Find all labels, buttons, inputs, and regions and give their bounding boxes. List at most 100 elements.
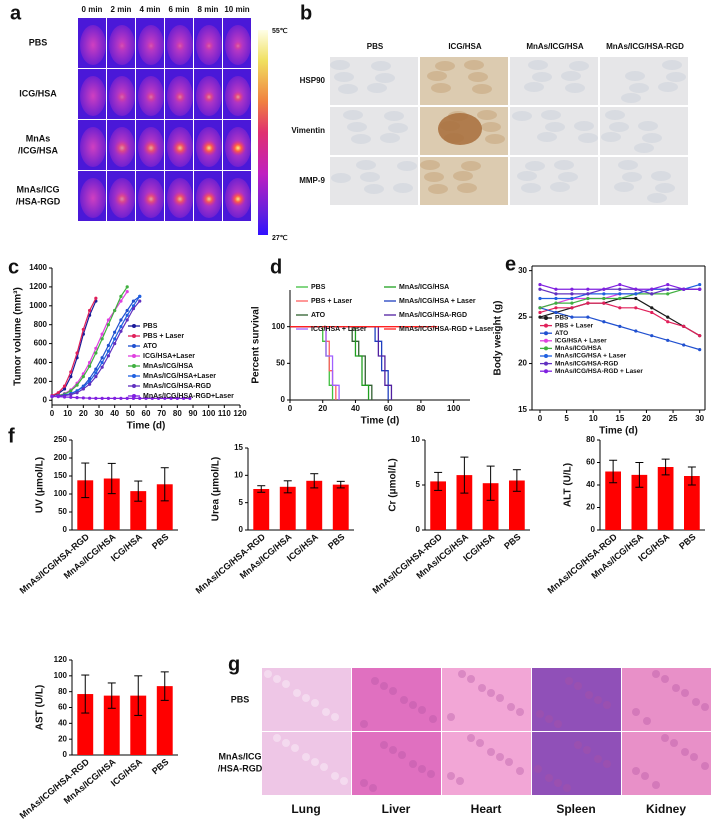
- y-tick-label: 800: [34, 320, 48, 329]
- ihc-texture: [384, 111, 404, 121]
- he-texture: [273, 675, 281, 683]
- he-image: [442, 668, 531, 731]
- he-texture: [574, 682, 582, 690]
- bar: [156, 484, 173, 530]
- ihc-texture: [621, 93, 641, 103]
- x-tick-label: PBS: [326, 532, 347, 552]
- ihc-texture: [367, 83, 387, 93]
- x-tick-label: 40: [110, 409, 119, 418]
- data-point: [88, 308, 92, 313]
- x-tick-label: 25: [669, 414, 678, 423]
- he-texture: [467, 675, 475, 683]
- legend-marker: [544, 316, 548, 320]
- bar: [332, 484, 349, 530]
- he-texture: [447, 772, 455, 780]
- data-point: [570, 306, 574, 310]
- ihc-texture: [453, 171, 473, 181]
- data-point: [62, 395, 67, 399]
- data-point: [586, 292, 590, 296]
- bar: [684, 476, 700, 530]
- he-texture: [264, 670, 272, 678]
- ihc-texture: [428, 184, 448, 194]
- thermal-spot: [232, 91, 244, 103]
- x-tick-label: 30: [95, 409, 104, 418]
- ihc-texture: [554, 160, 574, 170]
- data-point: [106, 349, 110, 353]
- data-point: [69, 370, 73, 374]
- ihc-texture: [360, 172, 380, 182]
- he-image: [442, 732, 531, 795]
- data-point: [100, 356, 104, 360]
- data-point: [119, 396, 123, 400]
- he-texture: [398, 751, 406, 759]
- thermal-spot: [175, 41, 185, 51]
- x-tick-label: PBS: [150, 757, 171, 777]
- data-point: [125, 313, 129, 317]
- he-texture: [545, 774, 553, 782]
- ihc-image: [420, 57, 508, 105]
- he-texture: [487, 689, 495, 697]
- data-point: [94, 396, 98, 400]
- legend-label: MnAs/ICG/HSA-RGD + Laser: [399, 326, 494, 333]
- panel-letter: g: [228, 653, 240, 675]
- ihc-texture: [517, 171, 537, 181]
- data-point: [554, 310, 558, 315]
- ihc-texture: [477, 110, 497, 120]
- thermal-spot: [201, 191, 217, 207]
- he-texture: [661, 734, 669, 742]
- ihc-texture: [638, 121, 658, 131]
- ihc-texture: [435, 61, 455, 71]
- y-tick-label: 10: [411, 435, 420, 444]
- bar: [156, 686, 173, 755]
- legend-label: ATO: [555, 330, 568, 337]
- x-tick-label: 20: [642, 414, 651, 423]
- he-texture: [643, 717, 651, 725]
- bar: [77, 694, 94, 755]
- thermal-spot: [204, 41, 214, 51]
- data-point: [586, 287, 590, 291]
- data-point: [618, 292, 622, 296]
- ihc-texture: [388, 123, 408, 133]
- y-tick-label: 600: [34, 339, 48, 348]
- data-point: [69, 375, 73, 379]
- time-label: 6 min: [169, 5, 190, 14]
- data-point: [75, 383, 79, 387]
- legend-marker: [132, 364, 136, 368]
- legend-label: MnAs/ICG/HSA + Laser: [399, 298, 476, 305]
- data-point: [602, 301, 606, 305]
- x-tick-label: 60: [384, 404, 393, 413]
- ihc-texture: [666, 72, 686, 82]
- y-tick-label: 20: [586, 503, 595, 512]
- he-texture: [291, 744, 299, 752]
- he-texture: [554, 779, 562, 787]
- y-tick-label: 10: [234, 470, 243, 479]
- x-tick-label: 0: [50, 409, 55, 418]
- data-point: [88, 379, 92, 383]
- he-texture: [641, 772, 649, 780]
- he-texture: [545, 715, 553, 723]
- bar: [103, 478, 120, 530]
- he-texture: [594, 755, 602, 763]
- ihc-texture: [662, 60, 682, 70]
- thermal-body: [80, 25, 106, 65]
- data-point: [602, 296, 606, 301]
- ihc-texture: [609, 122, 629, 132]
- data-point: [113, 396, 117, 400]
- he-image: [352, 732, 441, 795]
- he-texture: [371, 677, 379, 685]
- legend-marker: [132, 354, 136, 358]
- ihc-texture: [371, 61, 391, 71]
- data-point: [62, 384, 67, 388]
- ihc-texture: [338, 84, 358, 94]
- he-texture: [661, 675, 669, 683]
- data-point: [138, 294, 142, 298]
- legend-label: PBS: [555, 315, 569, 322]
- y-tick-label: 15: [518, 405, 527, 414]
- bar: [509, 480, 525, 530]
- y-tick-label: 50: [58, 507, 67, 516]
- ihc-texture: [356, 160, 376, 170]
- data-point: [156, 396, 161, 400]
- thermal-spot: [203, 91, 215, 103]
- he-texture: [652, 781, 660, 789]
- data-point: [113, 308, 117, 313]
